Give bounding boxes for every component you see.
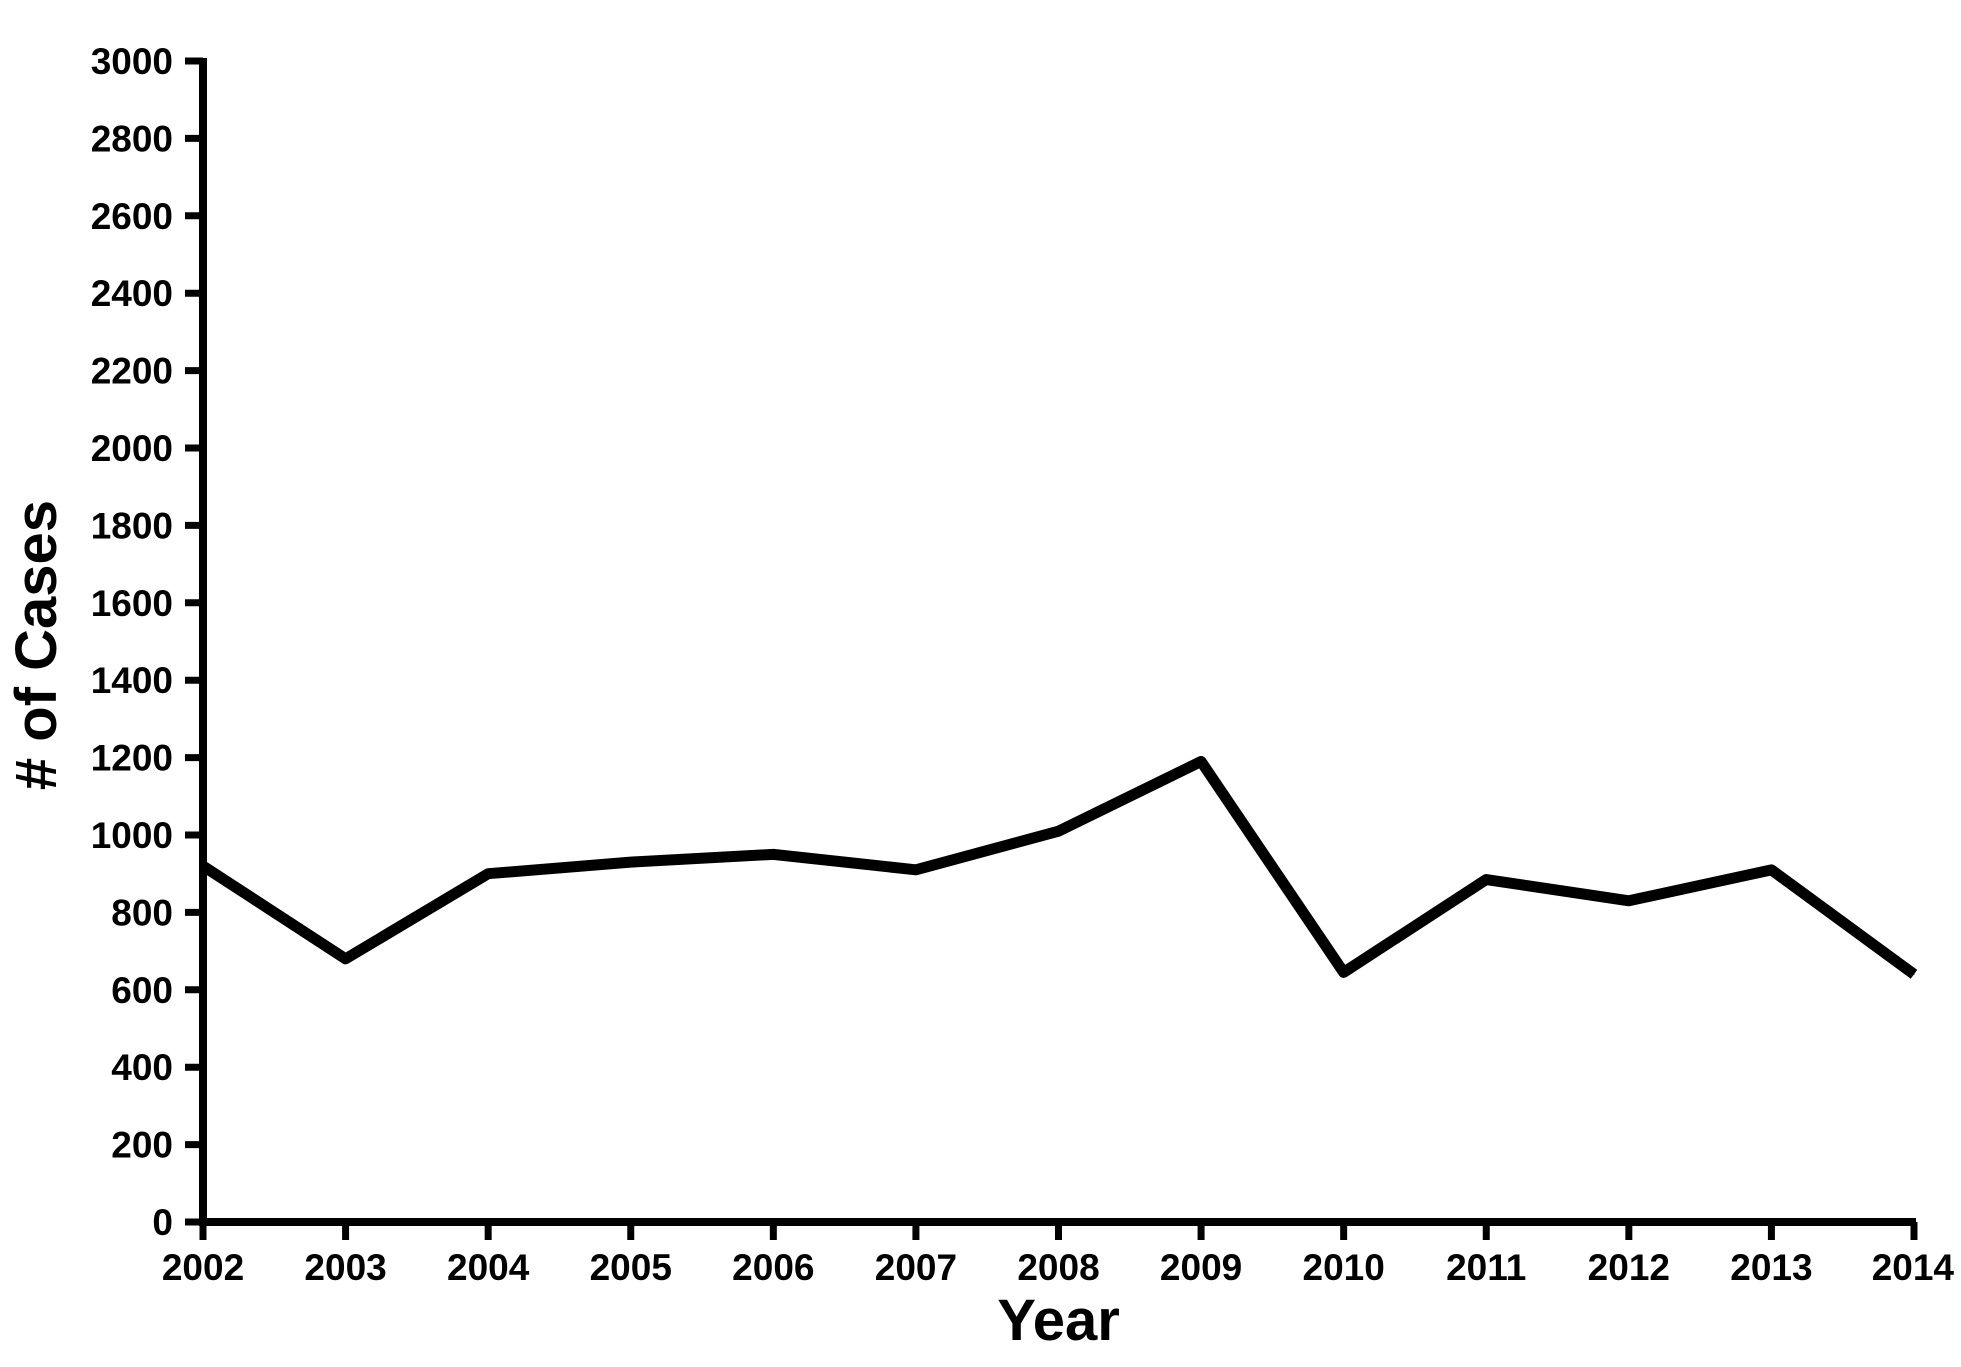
x-tick-label: 2013 xyxy=(1730,1247,1812,1288)
x-tick-label: 2012 xyxy=(1588,1247,1670,1288)
y-tick-label: 2000 xyxy=(91,428,173,469)
data-point xyxy=(772,853,774,855)
x-tick-label: 2011 xyxy=(1446,1247,1526,1288)
x-tick-label: 2003 xyxy=(304,1247,386,1288)
y-tick-label: 600 xyxy=(111,970,173,1011)
x-tick-label: 2014 xyxy=(1872,1247,1955,1288)
y-tick-label: 2800 xyxy=(91,118,173,159)
y-tick-label: 1400 xyxy=(91,660,173,701)
y-tick-label: 1600 xyxy=(91,583,173,624)
x-tick-label: 2004 xyxy=(447,1247,530,1288)
data-point xyxy=(1913,973,1915,975)
y-tick-label: 3000 xyxy=(91,41,173,82)
data-point xyxy=(1058,830,1059,832)
data-point xyxy=(487,873,489,875)
x-tick-label: 2008 xyxy=(1017,1247,1099,1288)
y-tick-label: 1000 xyxy=(91,815,173,856)
series-line xyxy=(199,755,1918,979)
series-layer xyxy=(199,755,1918,979)
y-tick-label: 2200 xyxy=(91,351,173,392)
x-tick-label: 2009 xyxy=(1160,1247,1242,1288)
data-point xyxy=(1485,879,1487,881)
data-point xyxy=(630,861,632,863)
y-tick-label: 2600 xyxy=(91,196,173,237)
data-point xyxy=(1343,971,1345,973)
x-tick-label: 2007 xyxy=(875,1247,957,1288)
data-point xyxy=(345,958,347,960)
x-axis-ticks: 2002 2003 2004 2005 2006 2007 2008 2009 2010 2011… xyxy=(162,1222,1955,1288)
data-point xyxy=(1628,900,1630,902)
y-tick-label: 400 xyxy=(111,1047,173,1088)
data-point xyxy=(1770,869,1772,871)
x-tick-label: 2005 xyxy=(590,1247,672,1288)
data-point xyxy=(915,869,917,871)
y-tick-label: 800 xyxy=(111,892,173,933)
y-axis-ticks: 0 200 400 600 800 1000 1200 1400 1600 1800 2000 220… xyxy=(91,41,203,1243)
y-tick-label: 1800 xyxy=(91,505,173,546)
y-tick-label: 2400 xyxy=(91,273,173,314)
data-point xyxy=(1200,760,1202,762)
x-tick-label: 2006 xyxy=(732,1247,814,1288)
y-axis-title: # of Cases xyxy=(4,500,69,790)
x-tick-label: 2002 xyxy=(162,1247,244,1288)
x-axis-title: Year xyxy=(997,1288,1120,1353)
y-tick-label: 1200 xyxy=(91,738,173,779)
y-tick-label: 0 xyxy=(152,1202,173,1243)
y-tick-label: 200 xyxy=(111,1125,173,1166)
x-tick-label: 2010 xyxy=(1303,1247,1385,1288)
